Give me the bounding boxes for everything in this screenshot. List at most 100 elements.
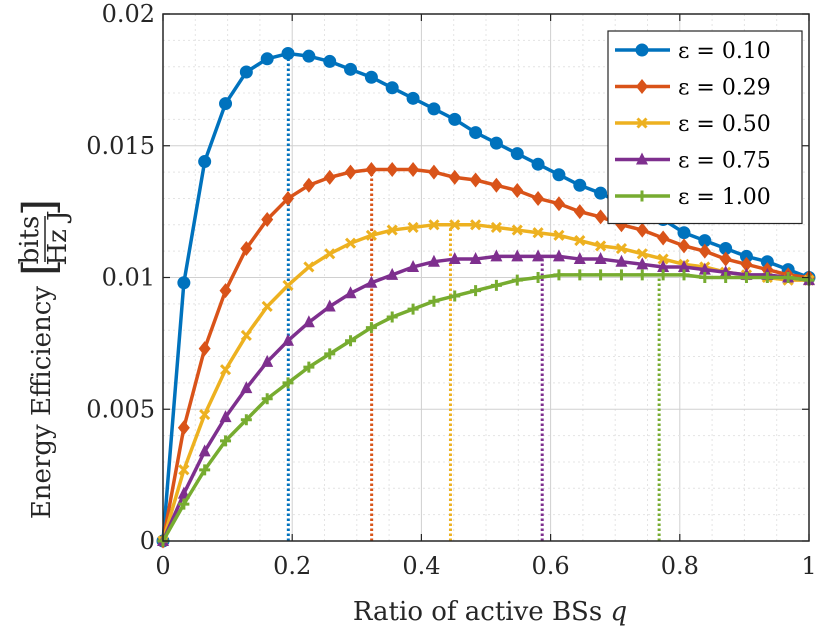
data-point [594,209,607,225]
data-point [406,91,420,105]
data-point [198,155,212,169]
data-point [698,262,711,275]
data-point [282,190,295,206]
data-point [344,164,357,180]
data-point [469,252,482,265]
data-point [219,283,232,299]
legend-label: ε = 0.75 [678,149,771,174]
data-point [178,464,190,476]
data-point [595,269,607,281]
data-point [553,229,565,241]
y-tick-label: 0.01 [102,264,155,292]
data-point [490,221,502,233]
data-point [448,252,461,265]
data-point [470,285,482,297]
data-point [552,196,565,212]
data-point [302,315,315,328]
x-axis-variable: q [610,597,627,627]
data-point [489,136,503,150]
data-point [407,259,420,272]
data-point [344,237,357,249]
data-point [365,229,377,241]
data-point [427,254,440,267]
data-point [449,219,461,231]
data-point [365,275,378,288]
data-point [657,253,669,265]
optimum-markers [286,53,661,541]
data-point [344,286,357,299]
data-point [365,322,377,334]
data-point [302,49,316,63]
series-2 [157,161,815,549]
data-point [385,81,399,95]
data-point [219,364,232,376]
data-point [490,177,503,193]
data-point [470,219,482,231]
x-tick-label: 1 [801,552,816,580]
data-point [657,230,670,246]
data-point [261,354,274,367]
data-point [677,259,690,272]
data-point [220,435,232,447]
x-tick-label: 0 [155,552,170,580]
data-point [698,243,711,259]
legend-item-1: ε = 0.10 [615,39,771,64]
data-point [553,269,565,281]
data-point [573,252,586,265]
x-tick-label: 0.8 [661,552,699,580]
x-tick-label: 0.4 [402,552,440,580]
data-point [240,381,253,394]
data-point [510,147,524,161]
data-point [636,248,648,260]
legend-marker [636,79,648,94]
y-tick-label: 0.005 [86,395,155,423]
y-unit-numerator: bits [15,216,45,265]
data-point [219,410,232,423]
data-point [177,486,190,499]
data-point [345,335,357,347]
data-point [677,226,691,240]
data-point [636,222,649,238]
data-point [281,47,295,61]
data-point [261,393,273,405]
series-4 [157,249,815,546]
data-point [490,249,503,262]
data-point [427,164,440,180]
legend-label: ε = 0.29 [678,76,771,101]
data-point [720,272,732,283]
data-point [365,161,378,177]
data-point [260,52,274,66]
data-point [719,251,732,267]
data-point [407,303,419,315]
data-point [240,241,253,257]
data-point [177,276,191,290]
data-point [261,300,273,313]
data-point [636,269,648,281]
data-point [678,269,690,281]
x-axis-label: Ratio of active BSs q [353,597,627,627]
data-point [344,62,358,76]
data-point [198,444,211,457]
data-point [511,274,523,286]
data-point [615,254,628,267]
data-point [323,54,337,68]
data-point [469,126,483,140]
data-point [177,420,190,436]
legend-marker [635,43,649,57]
y-tick-label: 0.015 [86,132,155,160]
data-point [719,265,732,278]
y-axis-label-text: Energy Efficiency [27,286,57,519]
data-point [198,341,211,357]
series-5 [157,269,815,547]
data-point [428,295,440,307]
data-point [574,269,586,281]
data-point [386,267,399,280]
data-point [364,70,378,84]
data-point [448,112,462,126]
y-unit-denominator: Hz J [43,210,73,265]
series-line-4 [161,254,810,542]
y-tick-label: 0.02 [102,0,155,28]
legend-marker [636,117,648,129]
data-point [532,190,545,206]
data-point [323,299,336,312]
